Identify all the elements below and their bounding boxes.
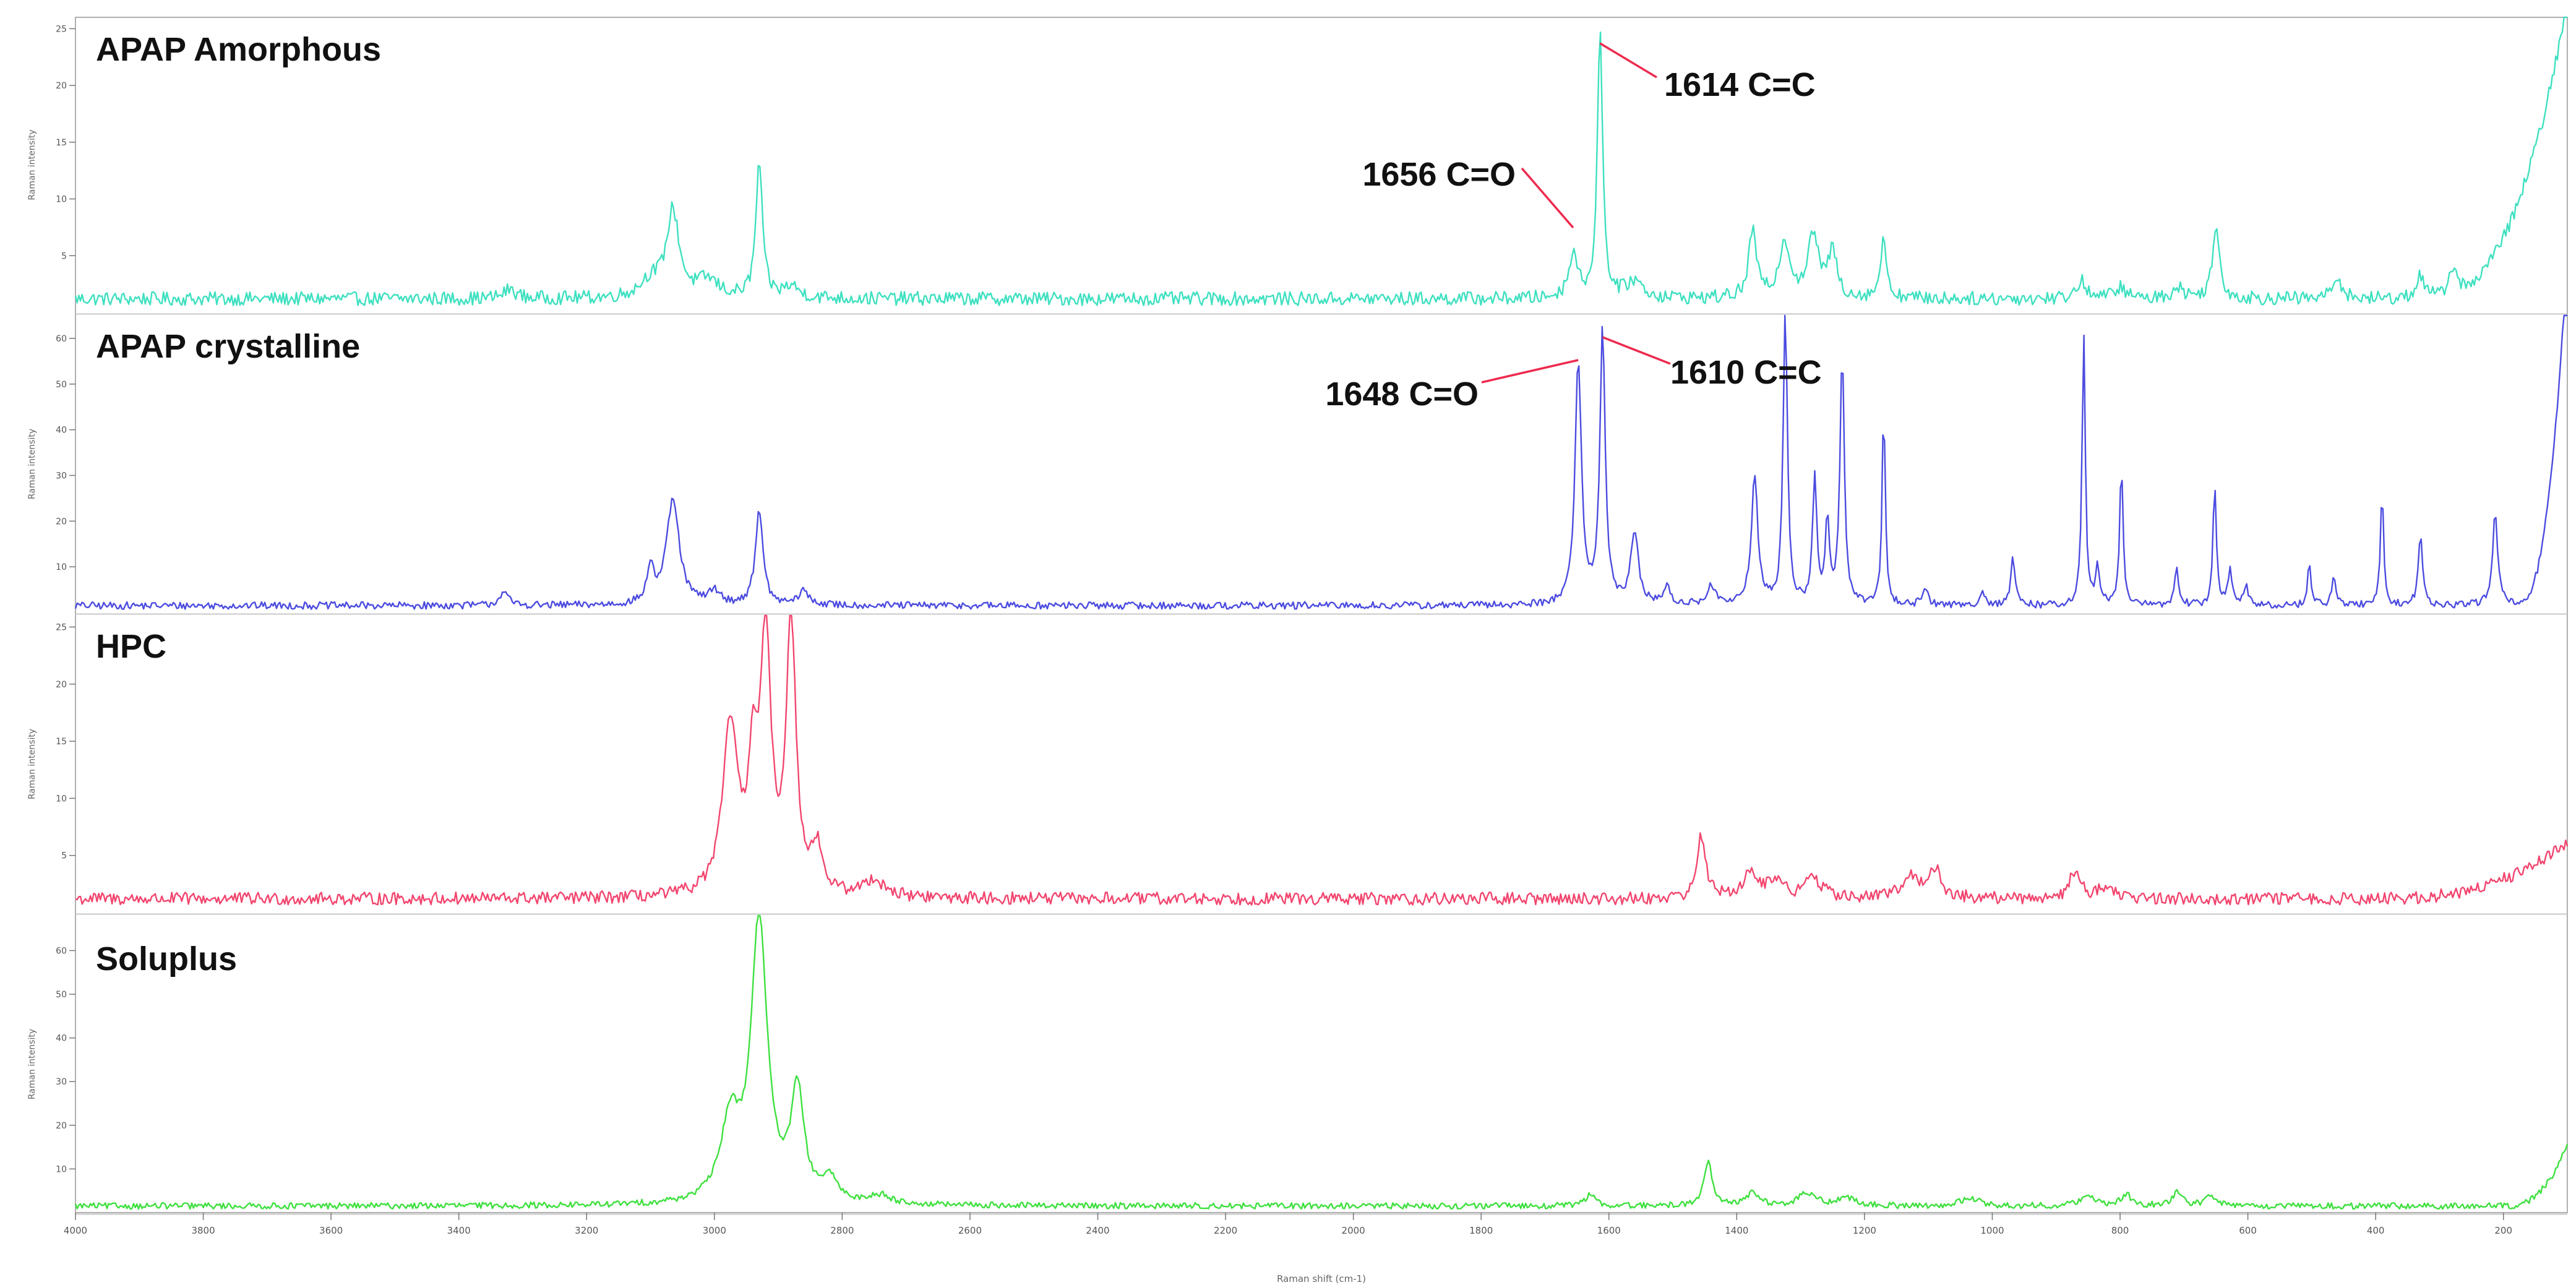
annotation-leader-line <box>1481 359 1579 384</box>
y-axis-title: Raman intensity <box>27 729 37 799</box>
y-axis-title: Raman intensity <box>27 129 37 200</box>
x-axis-title: Raman shift (cm-1) <box>1277 1273 1366 1284</box>
panel-title-crystalline: APAP crystalline <box>96 328 360 365</box>
y-tick-label: 10 <box>56 195 67 205</box>
spectra-curves <box>74 16 2569 1210</box>
annotation-leader-line <box>1599 42 1657 79</box>
y-tick-label: 40 <box>56 426 67 436</box>
peak-annotations: 1614 C=C 1656 C=O 1648 C=O 1610 C=C <box>1325 42 1822 413</box>
x-tick-label: 2600 <box>958 1225 982 1236</box>
y-tick-label: 5 <box>61 851 67 861</box>
y-tick-label: 25 <box>56 622 67 632</box>
x-tick-label: 2200 <box>1214 1225 1237 1236</box>
x-tick-label: 2000 <box>1342 1225 1365 1236</box>
x-tick-label: 3000 <box>703 1225 726 1236</box>
x-tick-label: 3400 <box>447 1225 471 1236</box>
panel-title-soluplus: Soluplus <box>96 940 237 978</box>
y-tick-label: 10 <box>56 1164 67 1174</box>
y-tick-label: 30 <box>56 1077 67 1087</box>
y-tick-label: 50 <box>56 380 67 390</box>
y-tick-label: 10 <box>56 794 67 804</box>
x-tick-label: 1400 <box>1725 1225 1748 1236</box>
y-tick-label: 5 <box>61 251 67 261</box>
y-tick-label: 20 <box>56 517 67 526</box>
peak-annotation-label: 1610 C=C <box>1670 354 1822 391</box>
panel-title-hpc: HPC <box>96 628 166 665</box>
panel-grid <box>75 17 2568 1215</box>
y-axis-title: Raman intensity <box>27 1029 37 1099</box>
peak-annotation-label: 1614 C=C <box>1664 66 1816 103</box>
plot-frame <box>75 17 2568 1213</box>
x-tick-label: 4000 <box>64 1225 87 1236</box>
x-tick-label: 800 <box>2111 1225 2129 1236</box>
x-tick-label: 3600 <box>319 1225 343 1236</box>
annotation-leader-line <box>1602 336 1671 365</box>
y-tick-label: 60 <box>56 946 67 956</box>
x-tick-label: 3800 <box>191 1225 215 1236</box>
peak-annotation-label: 1656 C=O <box>1362 156 1516 193</box>
y-tick-label: 60 <box>56 334 67 344</box>
x-tick-label: 3200 <box>575 1225 598 1236</box>
panel-title-amorphous: APAP Amorphous <box>96 31 381 68</box>
x-tick-label: 200 <box>2494 1225 2512 1236</box>
x-axis: 4000 3800 3600 3400 3200 3000 2800 2600 2400 2200… <box>64 1213 2512 1236</box>
spectrum-line-hpc <box>75 614 2569 906</box>
annotation-leader-line <box>1521 167 1574 229</box>
y-tick-label: 50 <box>56 990 67 1000</box>
x-tick-label: 1000 <box>1980 1225 2004 1236</box>
y-tick-label: 25 <box>56 24 67 34</box>
spectrum-line-soluplus <box>74 914 2569 1210</box>
x-tick-label: 1800 <box>1469 1225 1493 1236</box>
y-tick-label: 15 <box>56 138 67 148</box>
y-axis-title: Raman intensity <box>27 429 37 499</box>
x-tick-label: 1600 <box>1597 1225 1621 1236</box>
spectrum-line-crystalline <box>74 314 2567 610</box>
y-tick-label: 20 <box>56 81 67 91</box>
x-tick-label: 2400 <box>1086 1225 1109 1236</box>
x-tick-label: 2800 <box>830 1225 854 1236</box>
y-tick-label: 20 <box>56 680 67 690</box>
y-tick-label: 40 <box>56 1034 67 1044</box>
y-tick-label: 10 <box>56 562 67 572</box>
y-tick-label: 30 <box>56 471 67 481</box>
x-tick-label: 400 <box>2367 1225 2385 1236</box>
x-tick-label: 1200 <box>1853 1225 1876 1236</box>
spectrum-line-amorphous <box>74 16 2567 306</box>
x-tick-label: 600 <box>2239 1225 2257 1236</box>
y-tick-label: 15 <box>56 737 67 747</box>
panel-titles: APAP Amorphous APAP crystalline HPC Soluplu… <box>96 31 381 978</box>
y-tick-label: 20 <box>56 1121 67 1131</box>
y-axes: 5 10 15 20 25 Raman intensity 10 20 30 40 50 60 Rama… <box>27 24 75 1174</box>
peak-annotation-label: 1648 C=O <box>1325 376 1479 413</box>
